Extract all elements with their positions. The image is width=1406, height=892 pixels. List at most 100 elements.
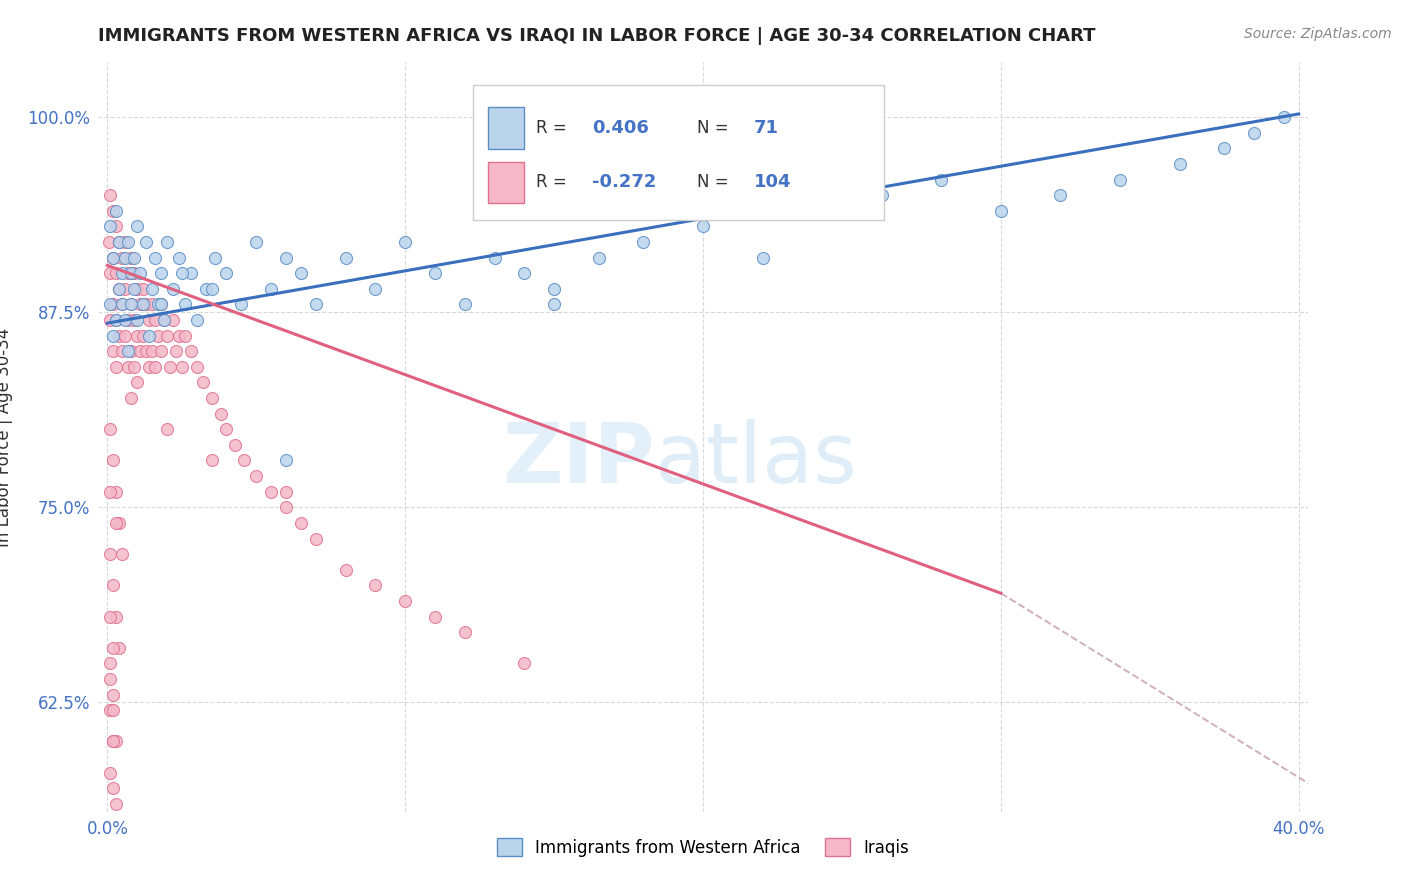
Point — [394, 235, 416, 249]
Text: R =: R = — [536, 173, 572, 191]
Point — [200, 391, 222, 405]
Text: 104: 104 — [754, 173, 792, 191]
Point — [127, 282, 149, 296]
Point — [111, 297, 134, 311]
Point — [143, 359, 166, 374]
Point — [98, 672, 121, 686]
Point — [98, 484, 121, 499]
Point — [103, 344, 125, 359]
Point — [153, 313, 176, 327]
Point — [103, 703, 125, 717]
Point — [156, 422, 179, 436]
Point — [105, 313, 128, 327]
Point — [170, 359, 193, 374]
Point — [146, 328, 169, 343]
Point — [274, 484, 297, 499]
Point — [513, 657, 536, 671]
Point — [108, 282, 131, 296]
Point — [127, 313, 149, 327]
Point — [138, 359, 160, 374]
Point — [129, 344, 152, 359]
Point — [114, 251, 136, 265]
Text: atlas: atlas — [655, 419, 856, 500]
Point — [260, 484, 283, 499]
Point — [153, 313, 176, 327]
Point — [162, 282, 184, 296]
Point — [149, 344, 172, 359]
Point — [103, 734, 125, 748]
Point — [114, 282, 136, 296]
Point — [105, 313, 128, 327]
Point — [180, 266, 202, 280]
Point — [394, 594, 416, 608]
Point — [97, 235, 120, 249]
Point — [98, 313, 121, 327]
Point — [811, 203, 834, 218]
Point — [122, 266, 145, 280]
Point — [1168, 157, 1191, 171]
Point — [751, 251, 773, 265]
Point — [108, 328, 131, 343]
Point — [543, 297, 565, 311]
Point — [173, 328, 195, 343]
Point — [215, 266, 238, 280]
Point — [98, 422, 121, 436]
Point — [103, 328, 125, 343]
Point — [224, 438, 246, 452]
Point — [290, 516, 312, 530]
Point — [127, 376, 149, 390]
Point — [143, 251, 166, 265]
Point — [114, 313, 136, 327]
Point — [233, 453, 256, 467]
Point — [98, 219, 121, 234]
Text: N =: N = — [697, 173, 734, 191]
Point — [111, 251, 134, 265]
Point — [120, 297, 142, 311]
Text: -0.272: -0.272 — [592, 173, 657, 191]
Point — [103, 640, 125, 655]
Point — [103, 688, 125, 702]
Point — [149, 266, 172, 280]
Point — [588, 251, 610, 265]
Point — [1213, 141, 1236, 155]
Point — [156, 328, 179, 343]
Point — [633, 235, 655, 249]
Point — [305, 532, 328, 546]
Point — [513, 266, 536, 280]
Point — [274, 453, 297, 467]
Text: N =: N = — [697, 119, 734, 136]
Point — [120, 266, 142, 280]
Point — [335, 563, 357, 577]
Point — [120, 344, 142, 359]
Point — [231, 297, 253, 311]
Point — [122, 282, 145, 296]
Point — [1243, 126, 1265, 140]
Point — [132, 297, 155, 311]
FancyBboxPatch shape — [474, 85, 884, 219]
Point — [990, 203, 1012, 218]
Point — [156, 235, 179, 249]
Point — [114, 235, 136, 249]
Point — [454, 625, 477, 640]
Point — [98, 547, 121, 561]
Point — [98, 609, 121, 624]
Point — [105, 734, 128, 748]
Point — [105, 797, 128, 811]
Point — [98, 297, 121, 311]
Point — [274, 251, 297, 265]
Text: ZIP: ZIP — [502, 419, 655, 500]
Bar — [488, 107, 524, 149]
Point — [117, 359, 139, 374]
Point — [141, 297, 163, 311]
Point — [120, 251, 142, 265]
Point — [105, 219, 128, 234]
Point — [209, 407, 232, 421]
Point — [1272, 110, 1295, 124]
Point — [105, 609, 128, 624]
Point — [105, 516, 128, 530]
Point — [204, 251, 226, 265]
Text: R =: R = — [536, 119, 572, 136]
Point — [108, 235, 131, 249]
Point — [870, 188, 893, 202]
Point — [103, 578, 125, 592]
